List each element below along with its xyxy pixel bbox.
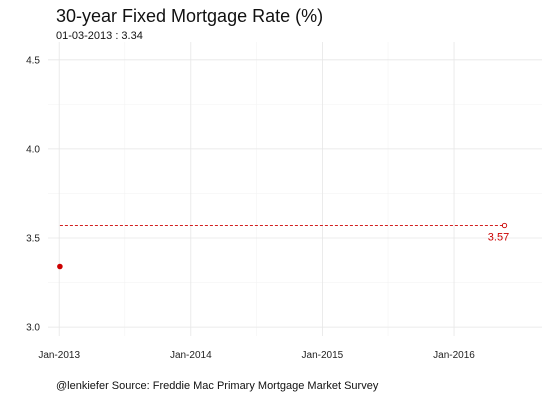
chart-subtitle: 01-03-2013 : 3.34 <box>56 30 143 42</box>
y-tick-label: 4.0 <box>26 144 40 155</box>
chart-marks: 3.57 <box>57 222 509 270</box>
x-tick-label: Jan-2015 <box>302 350 344 361</box>
x-tick-label: Jan-2013 <box>38 350 80 361</box>
y-tick-label: 3.0 <box>26 323 40 334</box>
y-axis-ticks: 3.0 3.5 4.0 4.5 <box>26 55 40 333</box>
chart-caption: @lenkiefer Source: Freddie Mac Primary M… <box>56 380 379 392</box>
reference-label: 3.57 <box>488 232 509 244</box>
y-tick-label: 4.5 <box>26 55 40 66</box>
x-tick-label: Jan-2014 <box>170 350 212 361</box>
x-tick-label: Jan-2016 <box>433 350 475 361</box>
reference-point <box>501 222 508 229</box>
data-point <box>57 263 63 270</box>
x-axis-ticks: Jan-2013 Jan-2014 Jan-2015 Jan-2016 <box>38 350 475 361</box>
chart-grid <box>48 42 542 336</box>
chart-title: 30-year Fixed Mortgage Rate (%) <box>56 6 324 26</box>
y-tick-label: 3.5 <box>26 234 40 245</box>
